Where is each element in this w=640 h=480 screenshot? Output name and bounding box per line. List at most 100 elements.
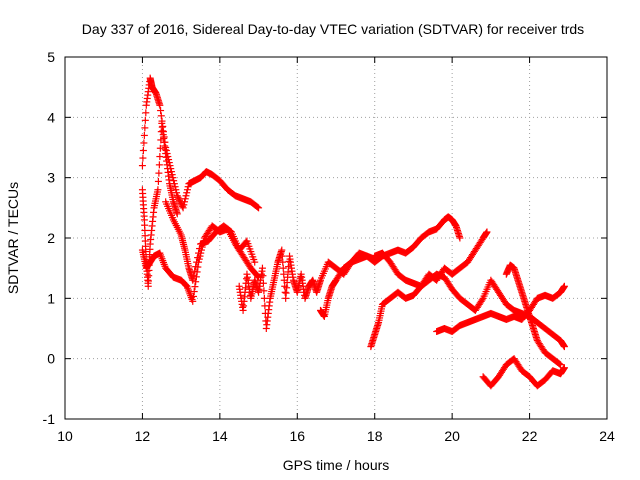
data-point: [191, 283, 199, 291]
data-point: [156, 153, 164, 161]
y-tick-label: 5: [47, 49, 55, 65]
y-tick-label: 4: [47, 109, 55, 125]
series-track-g: [367, 228, 491, 351]
data-point: [154, 177, 162, 185]
x-tick-label: 14: [212, 428, 228, 444]
data-point: [183, 189, 191, 197]
x-tick-label: 18: [367, 428, 383, 444]
y-tick-labels: -1 0 1 2 3 4 5: [43, 49, 56, 427]
y-tick-label: 2: [47, 230, 55, 246]
y-axis-title: SDTVAR / TECUs: [5, 182, 21, 294]
x-tick-label: 12: [135, 428, 151, 444]
x-tick-label: 16: [289, 428, 305, 444]
series-track-i: [433, 282, 568, 336]
data-point: [191, 267, 199, 275]
y-tick-label: 3: [47, 170, 55, 186]
data-point: [279, 258, 287, 266]
data-point: [181, 198, 189, 206]
data-point: [155, 169, 163, 177]
x-tick-label: 22: [522, 428, 538, 444]
data-point: [560, 364, 568, 372]
data-point: [258, 264, 266, 272]
data-point: [168, 171, 176, 179]
data-point: [195, 249, 203, 257]
series-track-k: [502, 261, 565, 369]
x-tick-label: 10: [57, 428, 73, 444]
data-point: [456, 234, 464, 242]
data-point: [260, 287, 268, 295]
y-tick-label: 1: [47, 290, 55, 306]
series-track-h: [371, 249, 568, 351]
data-point: [175, 195, 183, 203]
axis-ticks: [64, 56, 608, 420]
data-point: [560, 282, 568, 290]
data-point: [139, 147, 147, 155]
data-point: [139, 154, 147, 162]
data-point: [141, 124, 149, 132]
data-point: [560, 343, 568, 351]
data-marks: [138, 74, 568, 390]
data-point: [279, 264, 287, 272]
data-point: [154, 186, 162, 194]
data-point: [140, 131, 148, 139]
data-point: [281, 288, 289, 296]
data-point: [183, 186, 191, 194]
data-point: [178, 202, 186, 210]
data-point: [190, 272, 198, 280]
data-point: [172, 186, 180, 194]
x-tick-label: 20: [444, 428, 460, 444]
data-point: [180, 201, 188, 209]
data-point: [173, 192, 181, 200]
data-point: [189, 292, 197, 300]
data-point: [184, 183, 192, 191]
x-tick-label: 24: [599, 428, 615, 444]
data-point: [155, 161, 163, 169]
series-track-d: [162, 198, 259, 284]
y-tick-label: 0: [47, 351, 55, 367]
data-point: [196, 245, 204, 253]
chart-title: Day 337 of 2016, Sidereal Day-to-day VTE…: [82, 21, 584, 37]
data-point: [251, 258, 259, 266]
data-point: [193, 258, 201, 266]
data-point: [557, 361, 565, 369]
grid: [65, 57, 607, 419]
data-point: [156, 101, 164, 109]
series-track-f: [317, 213, 464, 320]
data-point: [142, 109, 150, 117]
data-point: [182, 192, 190, 200]
data-point: [138, 162, 146, 170]
data-point: [194, 254, 202, 262]
x-axis-title: GPS time / hours: [283, 457, 390, 473]
series-track-b: [138, 119, 181, 290]
series-track-j: [479, 355, 568, 390]
data-point: [179, 204, 187, 212]
data-point: [167, 168, 175, 176]
data-point: [141, 116, 149, 124]
x-tick-labels: 10 12 14 16 18 20 22 24: [57, 428, 615, 444]
data-point: [157, 112, 165, 120]
data-point: [170, 177, 178, 185]
data-point: [255, 204, 263, 212]
data-point: [254, 203, 262, 211]
data-point: [162, 147, 170, 155]
data-point: [280, 270, 288, 278]
data-point: [171, 183, 179, 191]
data-point: [259, 272, 267, 280]
data-point: [189, 297, 197, 305]
data-point: [140, 139, 148, 147]
data-point: [157, 107, 165, 115]
data-point: [478, 296, 486, 304]
data-point: [556, 360, 564, 368]
data-point: [181, 195, 189, 203]
data-point: [175, 196, 183, 204]
data-point: [259, 279, 267, 287]
data-point: [192, 263, 200, 271]
data-point: [278, 246, 286, 254]
data-point: [483, 228, 491, 236]
data-point: [173, 210, 181, 218]
data-point: [190, 288, 198, 296]
data-point: [156, 144, 164, 152]
data-point: [169, 174, 177, 182]
data-point: [278, 252, 286, 260]
